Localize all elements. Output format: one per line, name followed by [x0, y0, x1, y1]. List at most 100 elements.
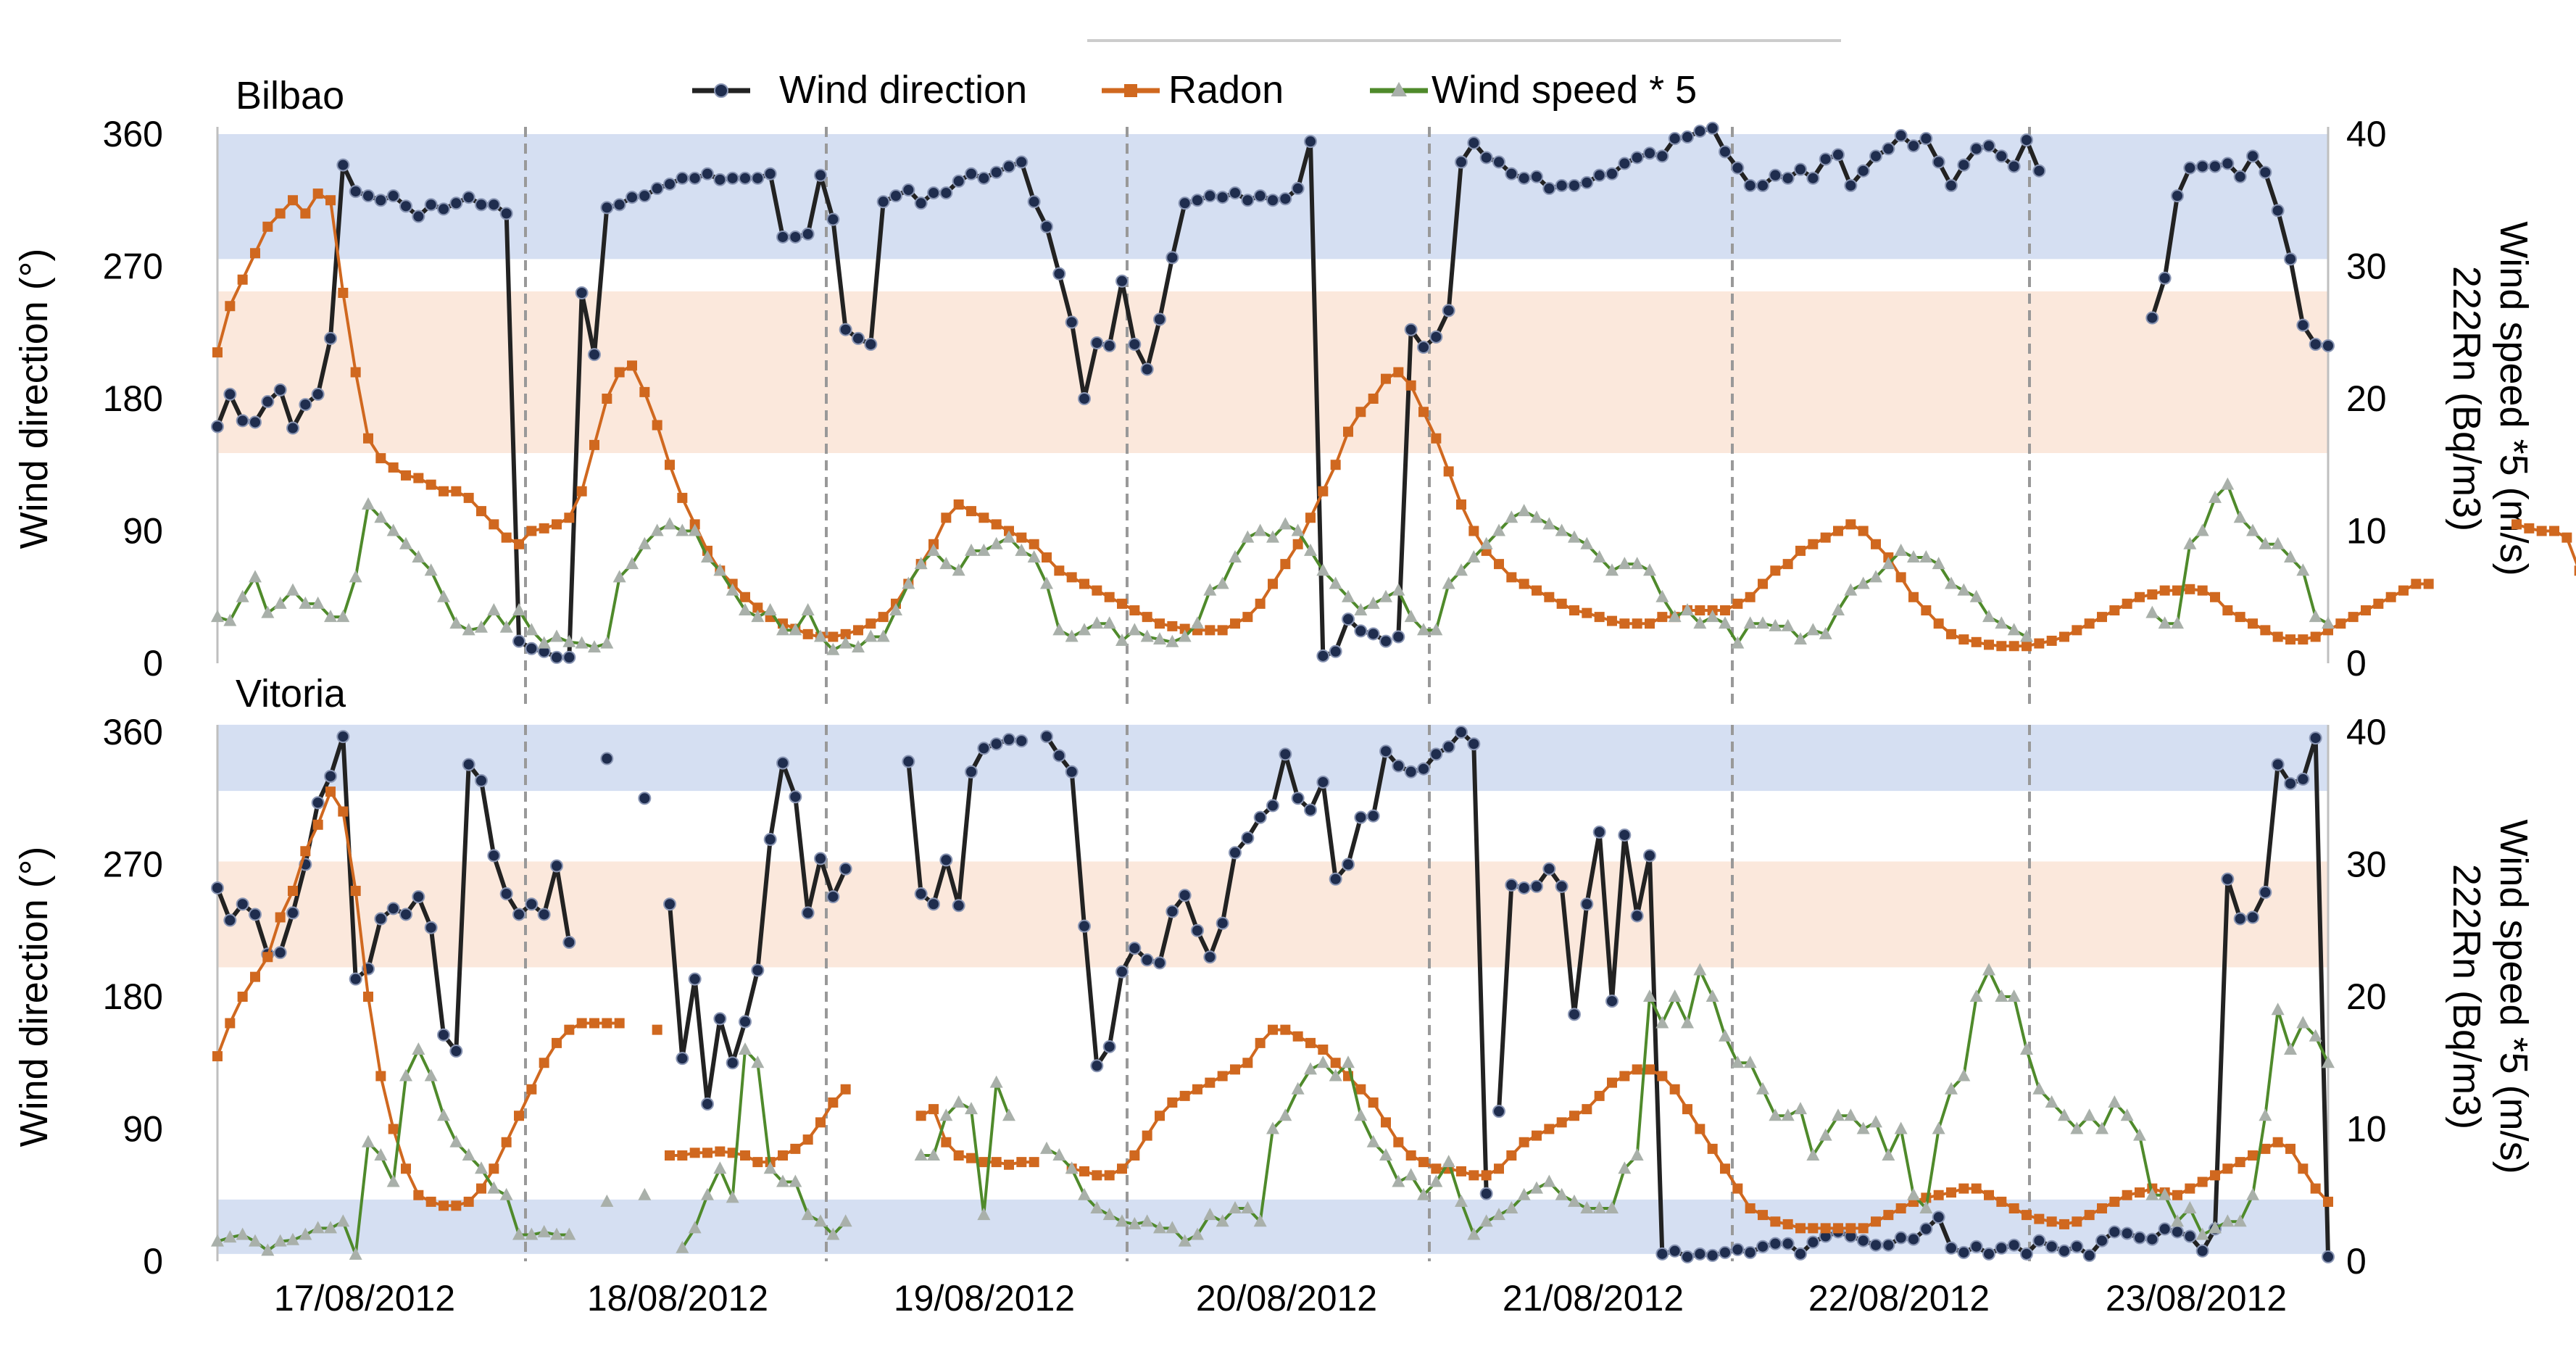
- radon-point: [1468, 1170, 1479, 1181]
- radon-point: [1544, 1124, 1555, 1134]
- wind-speed-point: [1907, 1187, 1920, 1200]
- wind-direction-point: [1366, 627, 1380, 641]
- radon-point: [2097, 612, 2107, 623]
- wind-speed-point: [1957, 583, 1971, 596]
- wind-speed-point: [1605, 563, 1619, 576]
- wind-direction-point: [2271, 757, 2285, 771]
- wind-direction-point: [1618, 828, 1632, 842]
- wind-speed-point: [249, 1234, 262, 1247]
- wind-speed-point: [852, 640, 865, 653]
- wind-direction-point: [336, 158, 350, 172]
- wind-direction-point: [2007, 1238, 2021, 1252]
- wind-direction-point: [701, 167, 714, 180]
- wind-direction-point: [1517, 171, 1531, 185]
- legend-wind-direction-marker: [714, 83, 728, 98]
- wind-direction-point: [575, 286, 589, 299]
- radon-point: [1167, 1097, 1178, 1108]
- radon-point: [363, 992, 373, 1002]
- wind-direction-point: [1279, 192, 1292, 206]
- wind-speed-point: [1819, 626, 1832, 639]
- wind-direction-point: [2246, 149, 2259, 163]
- radon-point: [1984, 1190, 1994, 1200]
- right-tick-label: 30: [2346, 246, 2387, 287]
- wind-direction-point: [1479, 1187, 1493, 1200]
- wind-speed-point: [1505, 510, 1518, 523]
- wind-speed-point: [1166, 634, 1179, 647]
- right-tick-label: 20: [2346, 976, 2387, 1017]
- radon-point: [1029, 539, 1039, 549]
- wind-direction-point: [1354, 810, 1368, 824]
- radon-point: [1179, 623, 1190, 634]
- radon-point: [1871, 539, 1881, 549]
- wind-speed-point: [1203, 583, 1217, 596]
- wind-direction-point: [336, 730, 350, 744]
- wind-speed-point: [1203, 1208, 1217, 1221]
- radon-point: [325, 786, 336, 797]
- series-ws-line: [2151, 483, 2329, 626]
- wind-direction-point: [2322, 339, 2335, 352]
- wind-direction-point: [1166, 251, 1179, 265]
- wind-speed-point: [1166, 1221, 1179, 1234]
- wind-direction-point: [2284, 776, 2297, 790]
- wind-speed-point: [1844, 1108, 1858, 1121]
- wind-speed-point: [1329, 1068, 1342, 1082]
- radon-point: [966, 1153, 976, 1163]
- radon-point: [991, 1157, 1002, 1168]
- wind-direction-point: [2032, 1234, 2046, 1248]
- wind-speed-point: [1542, 517, 1556, 530]
- wind-direction-point: [1329, 644, 1342, 658]
- wind-speed-point: [939, 1108, 953, 1121]
- wind-direction-point: [1995, 149, 2008, 163]
- radon-point: [2097, 1203, 2107, 1213]
- wind-speed-point: [1455, 563, 1468, 576]
- wind-speed-point: [449, 1134, 463, 1147]
- radon-point: [1933, 1190, 1944, 1200]
- wind-speed-point: [211, 610, 224, 623]
- wind-direction-point: [1982, 139, 1995, 153]
- radon-point: [2248, 1150, 2258, 1161]
- band-orange-1: [217, 291, 2328, 454]
- wind-speed-point: [1945, 576, 1958, 589]
- wind-direction-point: [1681, 130, 1694, 144]
- wind-speed-point: [2246, 523, 2259, 536]
- radon-point: [1908, 592, 1919, 602]
- wind-speed-point: [1417, 623, 1430, 636]
- wind-speed-point: [1316, 563, 1330, 576]
- radon-point: [1732, 1183, 1743, 1194]
- wind-speed-point: [688, 1221, 702, 1234]
- wind-direction-point: [2233, 170, 2247, 183]
- wind-direction-point: [1417, 341, 1430, 354]
- wind-direction-point: [412, 890, 425, 904]
- wind-speed-point: [1806, 1148, 1820, 1161]
- radon-point: [1117, 1163, 1127, 1174]
- wind-speed-point: [1467, 1227, 1481, 1240]
- radon-point: [1632, 1064, 1642, 1075]
- wind-speed-point: [537, 1224, 551, 1237]
- wind-speed-point: [839, 1214, 852, 1227]
- wind-speed-point: [562, 1227, 576, 1240]
- radon-point: [1594, 1090, 1605, 1101]
- wind-speed-point: [814, 629, 827, 642]
- wind-direction-point: [1542, 182, 1556, 196]
- wind-direction-point: [588, 348, 601, 362]
- wind-speed-point: [902, 576, 915, 589]
- wind-direction-point: [876, 195, 890, 209]
- radon-point: [1532, 1130, 1542, 1141]
- radon-point: [439, 1200, 449, 1211]
- wind-direction-point: [864, 337, 878, 351]
- wind-direction-point: [1618, 157, 1632, 170]
- wind-direction-point: [1040, 730, 1053, 744]
- wind-speed-point: [1580, 536, 1594, 549]
- wind-speed-point: [1719, 616, 1732, 629]
- wind-direction-point: [1505, 167, 1518, 180]
- wind-speed-point: [2082, 1108, 2096, 1121]
- wind-direction-point: [2233, 912, 2247, 926]
- wind-speed-point: [362, 1134, 375, 1147]
- wind-direction-point: [1304, 135, 1317, 149]
- wind-direction-point: [1115, 274, 1129, 288]
- radon-point: [2323, 1196, 2333, 1207]
- wind-direction-point: [776, 230, 789, 244]
- wind-speed-point: [2020, 629, 2033, 642]
- wind-speed-point: [462, 1148, 475, 1161]
- wind-speed-point: [1266, 530, 1279, 543]
